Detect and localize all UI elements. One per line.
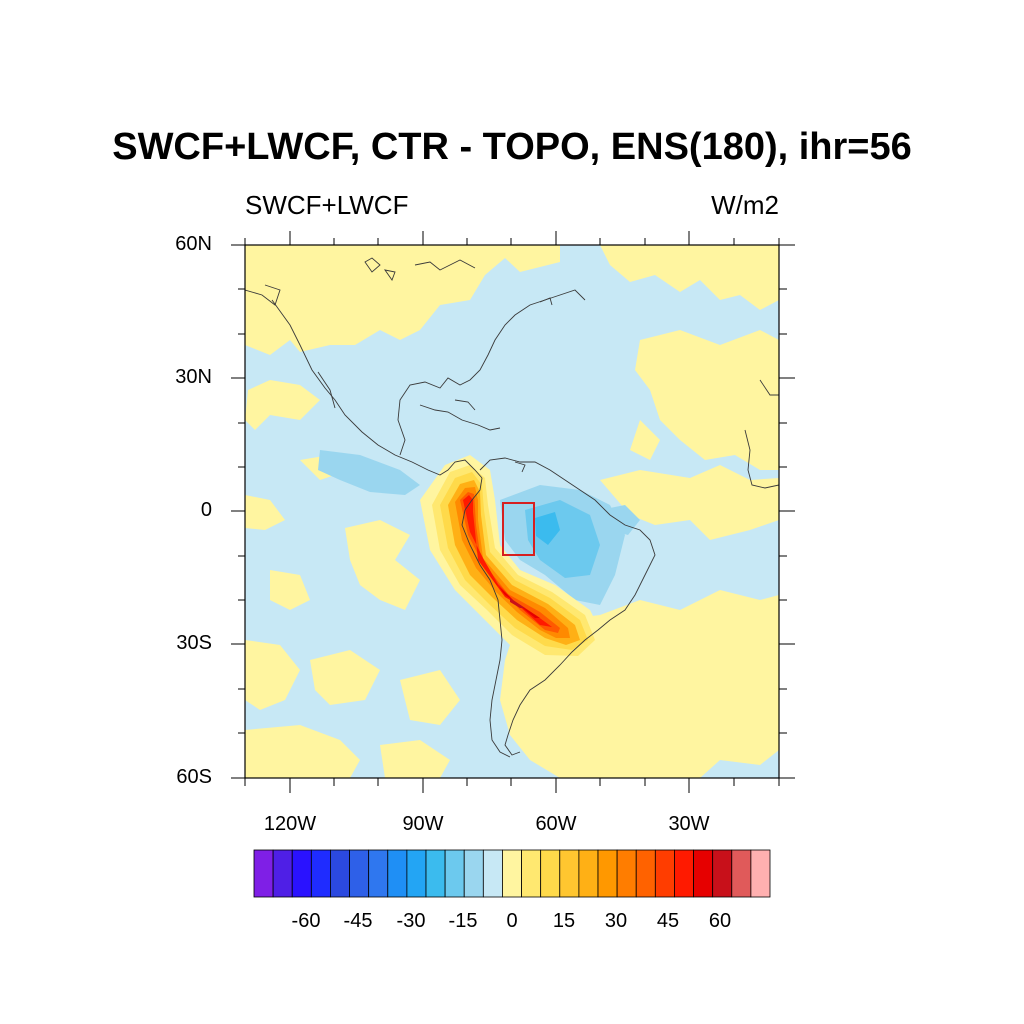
colorbar-label: -45 [343, 910, 373, 932]
colorbar-box [463, 849, 484, 898]
field-layer [245, 245, 779, 778]
colorbar-box [559, 849, 580, 898]
colorbar-label: 0 [506, 910, 518, 932]
colorbar-box [387, 849, 408, 898]
positive-weak-patches [245, 245, 779, 778]
colorbar-box [349, 849, 370, 898]
lat-label-30n: 30N [175, 366, 212, 388]
lon-label-120w: 120W [263, 813, 317, 835]
negative-patches [318, 450, 640, 605]
colorbar-box [693, 849, 714, 898]
colorbar-box [674, 849, 694, 898]
colorbar-label: -60 [291, 910, 321, 932]
colorbar-box [425, 849, 446, 898]
lat-label-60s: 60S [176, 766, 212, 788]
colorbar-box [578, 849, 599, 898]
analysis-region-box [502, 502, 535, 556]
variable-label: SWCF+LWCF [245, 190, 409, 220]
colorbar-box [310, 849, 331, 898]
lon-label-60w: 60W [535, 813, 577, 835]
colorbar-box [750, 849, 771, 898]
colorbar-label: -30 [396, 910, 426, 932]
colorbar-label: -15 [448, 910, 478, 932]
map-title: SWCF+LWCF, CTR - TOPO, ENS(180), ihr=56 [112, 126, 912, 168]
colorbar-box [406, 849, 427, 898]
colorbar-box [521, 849, 542, 898]
colorbar-label: 30 [604, 910, 628, 932]
lat-label-60n: 60N [175, 233, 212, 255]
lon-label-30w: 30W [668, 813, 710, 835]
lon-label-90w: 90W [402, 813, 444, 835]
colorbar-box [291, 849, 312, 898]
colorbar-box [712, 849, 733, 898]
colorbar-box [444, 849, 465, 898]
colorbar [253, 849, 771, 898]
colorbar-box [731, 849, 752, 898]
colorbar-label: 60 [708, 910, 732, 932]
lat-label-0: 0 [200, 499, 212, 521]
colorbar-box [330, 849, 350, 898]
colorbar-box [654, 849, 675, 898]
colorbar-box [272, 849, 293, 898]
colorbar-box [616, 849, 637, 898]
colorbar-label: 15 [552, 910, 576, 932]
colorbar-box [597, 849, 618, 898]
colorbar-box [368, 849, 389, 898]
colorbar-box [253, 849, 274, 898]
axis-ticks [231, 231, 795, 793]
lat-label-30s: 30S [176, 632, 212, 654]
colorbar-box [482, 849, 503, 898]
colorbar-box [635, 849, 656, 898]
colorbar-box [502, 849, 522, 898]
units-label: W/m2 [711, 190, 779, 220]
colorbar-label: 45 [656, 910, 680, 932]
colorbar-box [540, 849, 561, 898]
coastlines [245, 257, 779, 758]
